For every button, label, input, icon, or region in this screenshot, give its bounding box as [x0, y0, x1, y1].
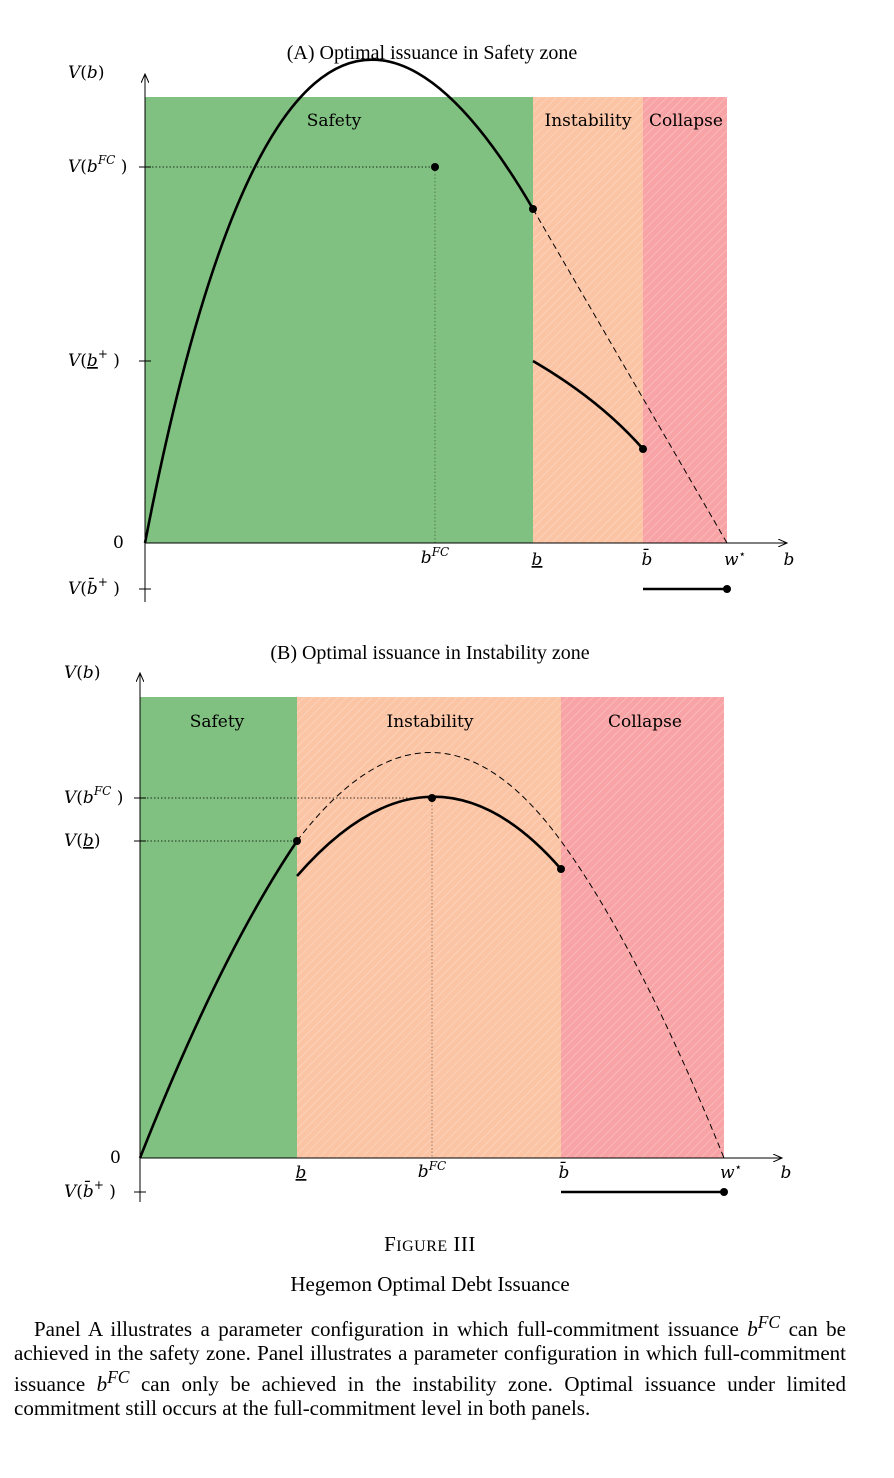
panel-a-ytick-zero: 0	[113, 533, 124, 553]
figure-title: Hegemon Optimal Debt Issuance	[290, 1272, 570, 1296]
panel-b-point-collapse	[720, 1188, 728, 1196]
panel-a-zone-label-collapse: Collapse	[649, 111, 723, 131]
panel-a: (A) Optimal issuance in Safety zone Safe…	[68, 42, 794, 602]
panel-b-zone-collapse	[561, 697, 724, 1158]
panel-b-xtick-wstar: w⋆	[720, 1160, 742, 1183]
panel-a-ytick-vb-lower: V(b+ )	[68, 347, 120, 371]
panel-b-ytick-zero: 0	[110, 1148, 121, 1168]
panel-a-title: (A) Optimal issuance in Safety zone	[287, 42, 578, 64]
panel-b-ytick-vb-upper: V(b̄+ )	[64, 1178, 116, 1202]
panel-b-xtick-b-lower: b	[296, 1163, 307, 1183]
panel-a-curve-dashed	[532, 208, 728, 544]
panel-a-ytick-vb-upper: V(b̄+ )	[68, 575, 120, 599]
panel-a-ylabel: V(b)	[68, 63, 104, 83]
panel-a-point-b-lower	[529, 205, 537, 213]
panel-b-point-peak	[428, 794, 436, 802]
panel-b-xtick-bfc: bFC	[418, 1159, 446, 1182]
panel-a-point-b-upper	[639, 445, 647, 453]
panel-a-point-peak	[431, 163, 439, 171]
panel-a-zone-instability	[533, 97, 643, 543]
panel-b-title: (B) Optimal issuance in Instability zone	[270, 642, 589, 664]
panel-a-xtick-b-lower: b	[532, 550, 543, 570]
panel-a-curve-safety	[143, 58, 535, 544]
figure-graphic: (A) Optimal issuance in Safety zone Safe…	[64, 42, 794, 1202]
panel-a-zone-collapse	[643, 97, 727, 543]
panel-a-zone-label-safety: Safety	[307, 111, 362, 131]
panel-a-xtick-bfc: bFC	[421, 545, 449, 568]
panel-b-xtick-b-upper: b̄	[559, 1160, 570, 1183]
panel-b-xlabel: b	[781, 1163, 792, 1183]
panel-a-xtick-b-upper: b̄	[642, 547, 653, 570]
panel-b: (B) Optimal issuance in Instability zone…	[64, 642, 791, 1202]
panel-b-zone-instability	[297, 697, 561, 1158]
panel-a-curve-instability	[532, 359, 644, 450]
panel-b-curve-safety	[138, 840, 299, 1159]
panel-b-ylabel: V(b)	[64, 663, 100, 683]
panel-a-point-collapse	[723, 585, 731, 593]
figure-label: FIGURE III	[384, 1232, 476, 1256]
panel-b-ytick-vfc: V(bFC )	[64, 784, 123, 808]
figure-caption: Panel A illustrates a parameter configur…	[14, 1312, 846, 1420]
panel-a-xtick-wstar: w⋆	[724, 547, 746, 570]
panel-b-zone-label-safety: Safety	[190, 712, 245, 732]
panel-a-ytick-vfc: V(bFC )	[68, 153, 127, 177]
panel-a-zone-safety	[145, 97, 533, 543]
panel-b-zone-safety	[140, 697, 297, 1158]
panel-a-xlabel: b	[784, 550, 795, 570]
panel-a-zone-label-instability: Instability	[545, 111, 632, 131]
panel-b-point-b-lower	[293, 837, 301, 845]
panel-b-curve-dashed	[296, 752, 725, 1159]
panel-b-ytick-vb-lower: V(b)	[64, 831, 100, 851]
panel-b-zone-label-instability: Instability	[387, 712, 474, 732]
panel-b-point-b-upper	[557, 865, 565, 873]
panel-b-zone-label-collapse: Collapse	[608, 712, 682, 732]
